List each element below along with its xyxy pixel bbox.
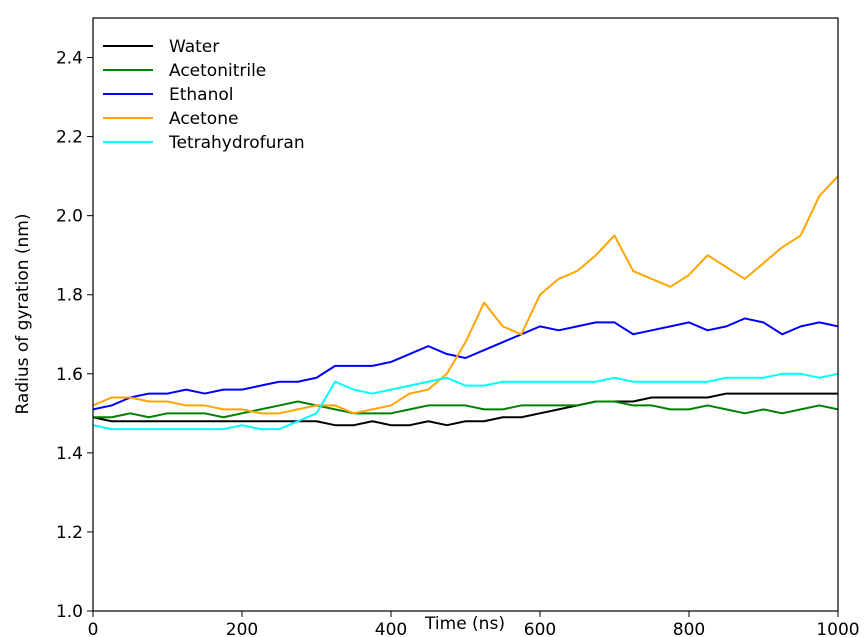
x-tick-label: 200 [226, 620, 258, 637]
x-tick-label: 800 [673, 620, 705, 637]
y-tick-label: 2.0 [56, 207, 83, 227]
y-tick-label: 1.2 [56, 523, 83, 543]
x-axis-label: Time (ns) [424, 614, 505, 634]
legend-label: Acetone [169, 109, 238, 129]
series-line [92, 317, 839, 411]
x-tick-label: 0 [88, 620, 99, 637]
y-tick-label: 1.8 [56, 286, 83, 306]
legend-label: Tetrahydrofuran [168, 133, 305, 153]
series-line [92, 175, 839, 415]
y-tick-label: 1.0 [56, 602, 83, 622]
y-tick-label: 2.4 [56, 49, 83, 69]
x-tick-label: 400 [375, 620, 407, 637]
legend-label: Water [169, 37, 219, 57]
x-tick-label: 600 [524, 620, 556, 637]
x-tick-label: 1000 [816, 620, 859, 637]
series-line [92, 392, 838, 427]
y-tick-label: 2.2 [56, 128, 83, 148]
y-tick-label: 1.4 [56, 444, 83, 464]
legend-label: Acetonitrile [169, 61, 266, 81]
series-line [92, 372, 839, 431]
y-axis-label: Radius of gyration (nm) [13, 213, 33, 414]
series-line [93, 400, 839, 419]
y-tick-label: 1.6 [56, 365, 83, 385]
legend-label: Ethanol [169, 85, 234, 105]
plot-frame [92, 17, 839, 612]
